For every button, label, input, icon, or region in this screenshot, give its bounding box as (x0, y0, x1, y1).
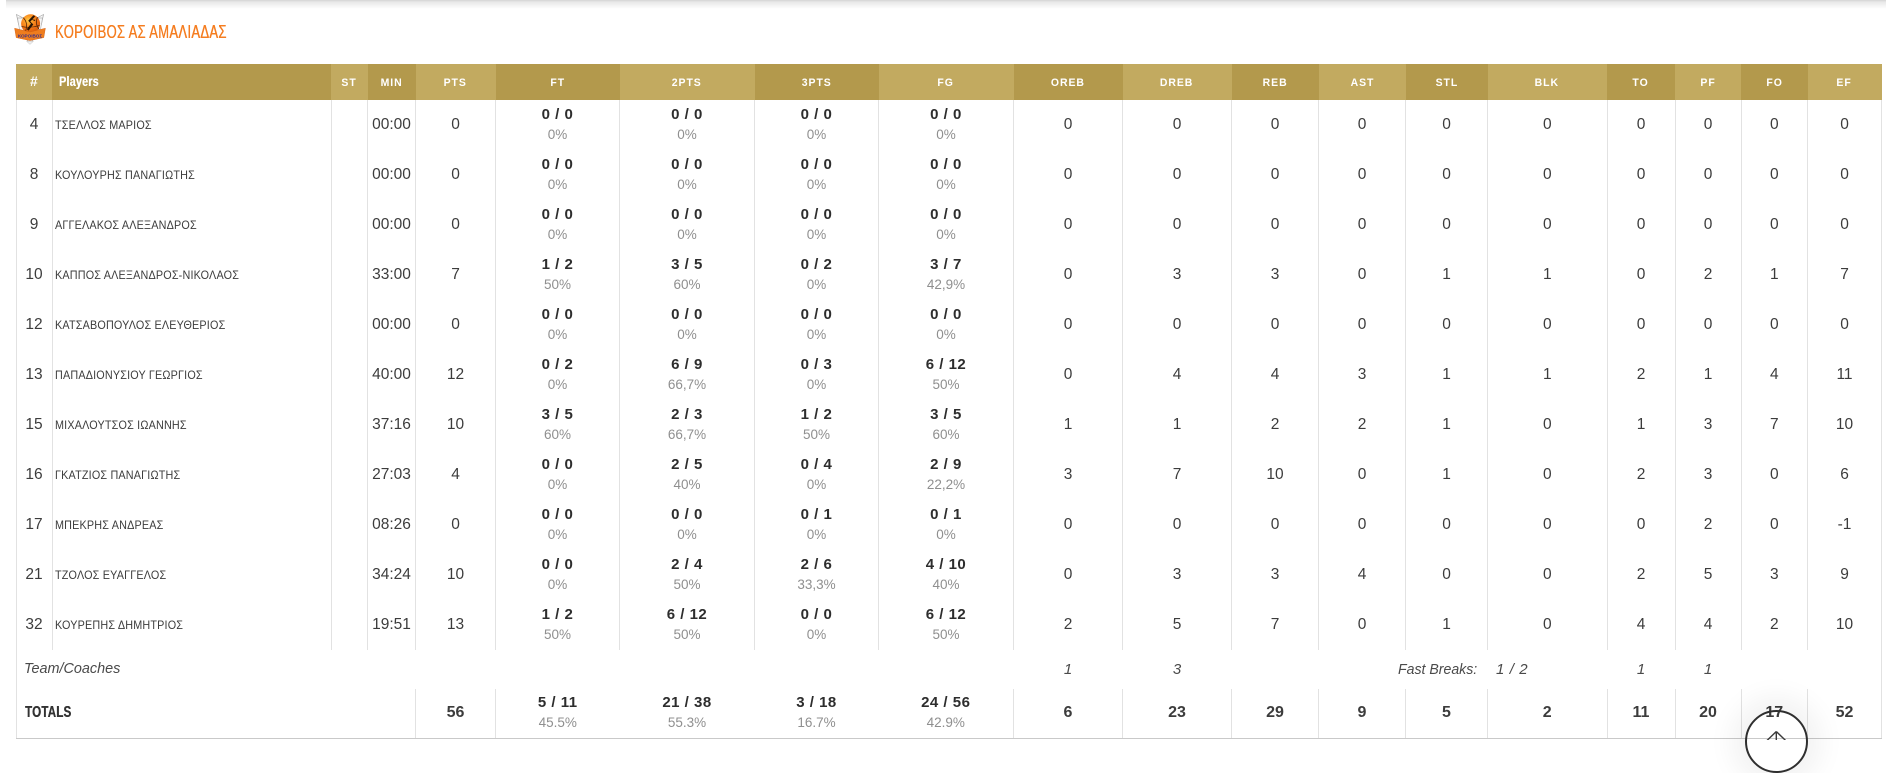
svg-text:ΚΟΡΟΙΒΟΣ: ΚΟΡΟΙΒΟΣ (18, 33, 42, 38)
